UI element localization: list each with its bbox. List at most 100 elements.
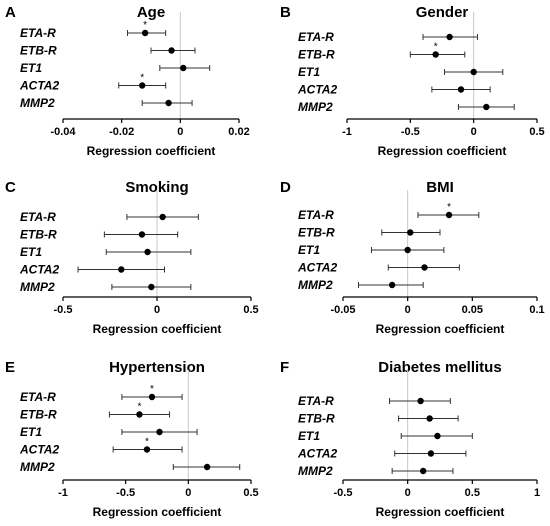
row-label: ACTA2 (297, 261, 337, 275)
panel-label: A (5, 4, 16, 21)
significance-marker: * (140, 73, 144, 84)
panel-label: F (280, 359, 289, 376)
row-label: ETA-R (20, 390, 56, 404)
point-estimate (483, 103, 490, 111)
row-label: ACTA2 (19, 263, 59, 277)
row-label: ETB-R (298, 412, 335, 426)
panel-label: C (5, 179, 16, 196)
row-label: ACTA2 (19, 79, 59, 93)
x-tick-label: -1 (58, 487, 68, 499)
x-tick-label: 0.05 (462, 304, 483, 316)
point-estimate (407, 229, 414, 236)
x-tick-label: 0 (405, 487, 411, 499)
row-label: ETB-R (20, 408, 57, 422)
x-tick-label: 0.5 (243, 304, 258, 316)
panel-label: D (280, 179, 291, 196)
point-estimate (434, 432, 441, 440)
point-estimate (138, 231, 146, 238)
row-label: ETB-R (298, 226, 335, 240)
point-estimate (446, 33, 453, 41)
x-axis-title: Regression coefficient (87, 144, 216, 158)
row-label: ET1 (298, 243, 320, 257)
x-tick-label: -0.05 (330, 304, 355, 316)
point-estimate (427, 450, 435, 457)
x-tick-label: 0 (471, 126, 477, 138)
row-label: ETA-R (298, 208, 334, 222)
x-axis-title: Regression coefficient (378, 144, 507, 158)
point-estimate (426, 415, 433, 422)
x-tick-label: 0.5 (243, 487, 258, 499)
row-label: ETA-R (20, 26, 56, 40)
row-label: MMP2 (298, 464, 333, 478)
panel-title: Diabetes mellitus (378, 359, 501, 376)
point-estimate (141, 29, 149, 37)
panel-title: BMI (426, 179, 454, 196)
significance-marker: * (143, 20, 147, 31)
point-estimate (180, 64, 187, 72)
panel-title: Hypertension (109, 359, 205, 376)
point-estimate (419, 467, 427, 475)
row-label: ETA-R (298, 394, 334, 408)
row-label: ETB-R (20, 44, 57, 58)
row-label: MMP2 (20, 280, 55, 294)
x-tick-label: -0.02 (109, 126, 134, 138)
x-axis-title: Regression coefficient (376, 322, 505, 336)
x-tick-label: -0.5 (401, 126, 420, 138)
x-tick-label: -0.04 (50, 126, 76, 138)
x-tick-label: 0.02 (228, 126, 249, 138)
significance-marker: * (150, 384, 154, 395)
significance-marker: * (138, 402, 142, 413)
row-label: ACTA2 (19, 443, 59, 457)
row-label: MMP2 (298, 100, 333, 114)
x-tick-label: 0 (154, 304, 160, 316)
point-estimate (118, 266, 125, 273)
row-label: ET1 (20, 61, 42, 75)
x-tick-label: -1 (342, 126, 352, 138)
point-estimate (404, 246, 411, 254)
point-estimate (421, 264, 428, 271)
x-tick-label: 0 (405, 304, 411, 316)
row-label: ETB-R (298, 48, 335, 62)
x-tick-label: -0.5 (334, 487, 353, 499)
point-estimate (203, 463, 211, 471)
point-estimate (159, 213, 166, 221)
panel-title: Gender (416, 4, 469, 21)
x-tick-label: 1 (534, 487, 540, 499)
x-tick-label: 0.5 (529, 126, 544, 138)
significance-marker: * (145, 437, 149, 448)
point-estimate (470, 68, 477, 76)
row-label: MMP2 (20, 96, 55, 110)
point-estimate (445, 211, 453, 219)
point-estimate (165, 99, 172, 107)
row-label: ET1 (298, 65, 320, 79)
point-estimate (457, 86, 465, 93)
x-axis-title: Regression coefficient (93, 505, 222, 519)
significance-marker: * (434, 42, 438, 53)
row-label: ET1 (20, 245, 42, 259)
x-tick-label: -0.5 (116, 487, 135, 499)
x-axis-title: Regression coefficient (376, 505, 505, 519)
point-estimate (148, 393, 156, 401)
point-estimate (136, 411, 143, 418)
x-tick-label: 0 (177, 126, 183, 138)
panel-label: B (280, 4, 291, 21)
significance-marker: * (447, 202, 451, 213)
point-estimate (388, 281, 396, 289)
panel-title: Age (137, 4, 165, 21)
point-estimate (144, 248, 151, 256)
row-label: ETB-R (20, 228, 57, 242)
point-estimate (148, 283, 155, 291)
x-tick-label: 0.5 (465, 487, 480, 499)
row-label: ETA-R (20, 210, 56, 224)
row-label: MMP2 (298, 278, 333, 292)
point-estimate (143, 446, 151, 453)
point-estimate (139, 82, 146, 89)
row-label: ACTA2 (297, 447, 337, 461)
x-tick-label: -0.5 (54, 304, 73, 316)
x-tick-label: 0 (185, 487, 191, 499)
row-label: ETA-R (298, 30, 334, 44)
row-label: ACTA2 (297, 83, 337, 97)
row-label: ET1 (298, 429, 320, 443)
row-label: ET1 (20, 425, 42, 439)
